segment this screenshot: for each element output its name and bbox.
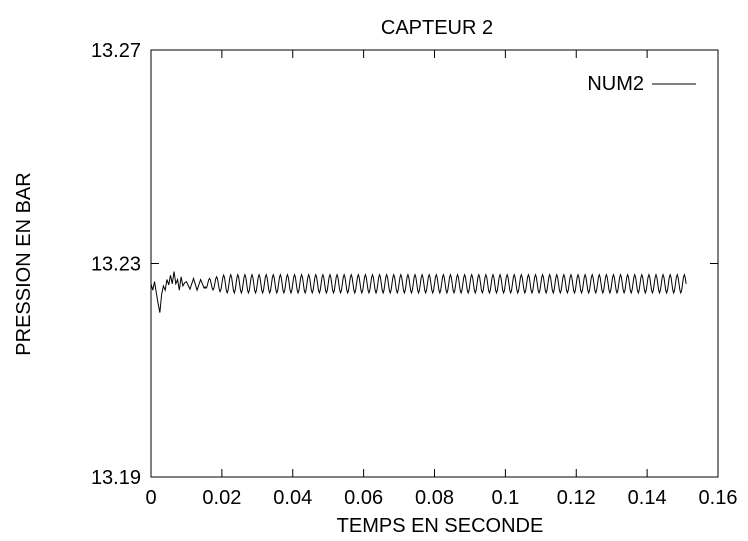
x-tick-label: 0.14 <box>628 487 667 509</box>
y-tick-label: 13.27 <box>91 40 141 62</box>
legend-label: NUM2 <box>587 73 644 95</box>
x-tick-label: 0.04 <box>273 487 312 509</box>
x-axis-ticks: 0 0.02 0.04 0.06 0.08 0.1 0.12 0.14 0.16 <box>145 50 737 509</box>
y-tick-label: 13.19 <box>91 467 141 489</box>
y-axis-label: PRESSION EN BAR <box>13 172 35 355</box>
y-axis-ticks: 13.19 13.23 13.27 <box>91 40 718 489</box>
x-tick-label: 0.16 <box>699 487 738 509</box>
plot-frame <box>150 49 719 478</box>
chart-title: CAPTEUR 2 <box>381 17 493 39</box>
x-tick-label: 0.12 <box>557 487 596 509</box>
x-tick-label: 0.08 <box>415 487 454 509</box>
x-tick-label: 0.02 <box>202 487 241 509</box>
y-tick-label: 13.23 <box>91 254 141 276</box>
legend: NUM2 <box>587 73 696 95</box>
x-tick-label: 0.1 <box>491 487 519 509</box>
x-tick-label: 0.06 <box>344 487 383 509</box>
x-tick-label: 0 <box>145 487 156 509</box>
x-axis-label: TEMPS EN SECONDE <box>337 515 544 537</box>
series-num2-line <box>150 271 687 313</box>
series-layer <box>150 271 687 313</box>
